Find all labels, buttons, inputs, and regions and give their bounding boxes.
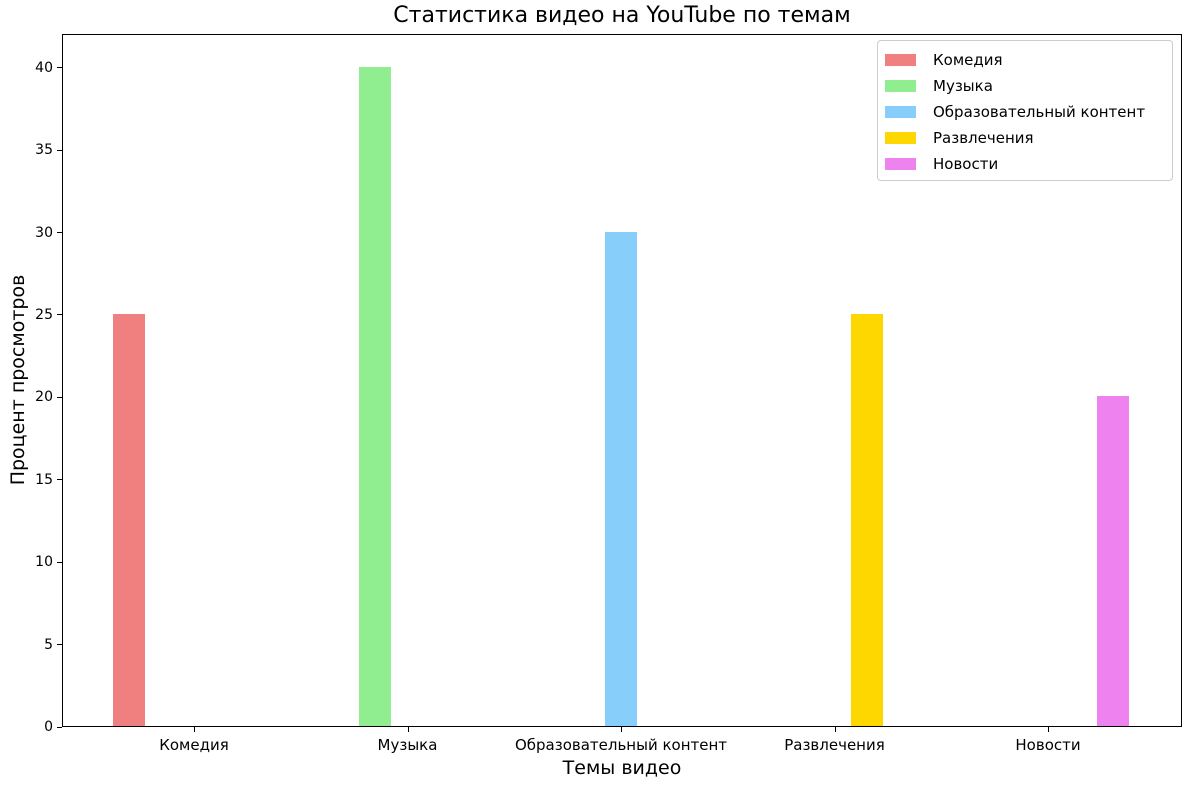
bar-3 (605, 231, 637, 726)
legend-item: Новости (885, 151, 1164, 177)
bar-4 (850, 314, 883, 726)
x-tick-mark (407, 727, 409, 732)
y-tick-label: 10 (35, 554, 53, 571)
legend-swatch-icon (885, 158, 916, 170)
x-tick-mark (834, 727, 836, 732)
x-tick-label: Образовательный контент (514, 736, 728, 754)
y-tick-label: 40 (35, 59, 53, 76)
legend: Комедия Музыка Образовательный контент Разв… (877, 40, 1173, 181)
legend-swatch-icon (885, 80, 916, 92)
y-tick-label: 30 (35, 224, 53, 241)
y-tick-mark (57, 149, 62, 151)
bar-5 (1096, 396, 1129, 726)
y-tick-mark (57, 561, 62, 563)
y-tick-label: 15 (35, 471, 53, 488)
x-tick-mark (194, 727, 195, 732)
x-tick-label: Комедия (159, 736, 229, 754)
legend-label: Музыка (933, 77, 993, 95)
y-tick-mark (57, 644, 62, 646)
y-tick-mark (57, 479, 62, 481)
bar-1 (113, 314, 146, 726)
legend-item: Комедия (885, 47, 1164, 73)
y-tick-label: 25 (35, 306, 53, 323)
y-tick-label: 35 (35, 142, 53, 159)
y-tick-label: 0 (44, 719, 53, 735)
y-tick-mark (57, 396, 62, 398)
x-tick-mark (1048, 727, 1049, 732)
legend-swatch-icon (885, 54, 916, 66)
x-tick-mark (621, 727, 622, 732)
legend-item: Развлечения (885, 125, 1164, 151)
legend-label: Новости (933, 155, 999, 173)
legend-label: Комедия (933, 51, 1003, 69)
bar-2 (359, 66, 392, 726)
legend-swatch-icon (885, 106, 916, 118)
legend-swatch-icon (885, 132, 916, 144)
legend-label: Развлечения (933, 129, 1034, 147)
legend-item: Образовательный контент (885, 99, 1164, 125)
y-tick-mark (57, 314, 62, 316)
chart-title: Статистика видео на YouTube по темам (393, 3, 851, 28)
x-tick-label: Развлечения (784, 736, 885, 754)
y-tick-label: 20 (35, 389, 53, 406)
y-tick-mark (57, 726, 62, 728)
y-tick-mark (57, 232, 62, 234)
x-axis-label: Темы видео (562, 757, 682, 779)
legend-label: Образовательный контент (933, 103, 1146, 121)
y-tick-label: 5 (44, 636, 53, 653)
legend-item: Музыка (885, 73, 1164, 99)
y-tick-mark (57, 67, 62, 69)
x-tick-label: Новости (1015, 736, 1081, 754)
x-tick-label: Музыка (377, 736, 438, 754)
